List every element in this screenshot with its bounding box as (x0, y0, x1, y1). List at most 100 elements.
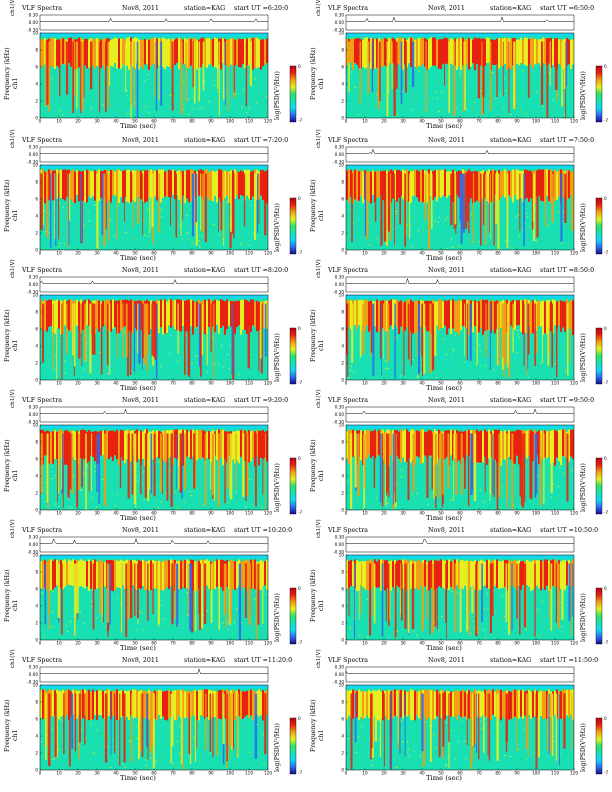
colorbar-tick-label: -7 (604, 770, 609, 775)
x-tick-label: 90 (514, 119, 520, 124)
frequency-axis-label: Frequency (kHz) (310, 699, 317, 752)
panel-start-time: start UT =11:20:0 (234, 657, 293, 664)
x-tick-label: 40 (113, 641, 119, 646)
ch1-tick-label: 0.00 (29, 282, 39, 287)
x-axis-label: Time (sec) (120, 254, 156, 262)
y-tick-label: 0 (35, 248, 38, 253)
panel-date: Nov8, 2011 (428, 137, 465, 144)
x-axis-label: Time (sec) (120, 384, 156, 392)
x-tick-label: 60 (457, 119, 463, 124)
x-tick-label: 20 (381, 641, 387, 646)
colorbar-label: log(PSD(V²/Hz)) (274, 333, 281, 382)
y-tick-label: 4 (341, 214, 344, 219)
ch1-label: ch1 (12, 599, 19, 611)
y-tick-label: 4 (341, 604, 344, 609)
x-tick-label: 0 (345, 381, 348, 386)
x-tick-label: 100 (532, 511, 540, 516)
y-tick-label: 2 (341, 99, 344, 104)
colorbar-tick-label: 0 (298, 196, 301, 201)
y-tick-label: 10 (339, 163, 345, 168)
colorbar-tick-label: 0 (604, 456, 607, 461)
y-tick-label: 4 (341, 474, 344, 479)
panel-station: station=KAG (184, 527, 226, 534)
x-tick-label: 70 (170, 511, 176, 516)
frequency-axis-label: Frequency (kHz) (310, 439, 317, 492)
colorbar-label: log(PSD(V²/Hz)) (580, 723, 587, 772)
y-tick-label: 2 (341, 231, 344, 236)
x-tick-label: 80 (495, 251, 501, 256)
ch1-tick-label: -0.30 (27, 680, 38, 685)
x-tick-label: 30 (400, 771, 406, 776)
x-tick-label: 50 (438, 641, 444, 646)
x-tick-label: 20 (381, 119, 387, 124)
trace-frame (39, 406, 269, 423)
y-tick-label: 0 (341, 116, 344, 121)
x-tick-label: 80 (189, 381, 195, 386)
emission-bursts (42, 303, 267, 380)
ch1-tick-label: -0.30 (333, 290, 344, 295)
emission-bursts (348, 563, 573, 639)
ch1-tick-label: 0.00 (29, 152, 39, 157)
panel-start-time: start UT =10:20:0 (234, 527, 293, 534)
y-tick-label: 4 (35, 214, 38, 219)
panel-start-time: start UT =6:50:0 (540, 5, 595, 12)
panel-start-time: start UT =8:50:0 (540, 267, 595, 274)
frequency-axis-label: Frequency (kHz) (4, 569, 11, 622)
y-tick-label: 4 (35, 344, 38, 349)
x-tick-label: 60 (151, 641, 157, 646)
panel-station: station=KAG (184, 397, 226, 404)
x-tick-label: 0 (39, 381, 42, 386)
colorbar (289, 65, 297, 123)
x-tick-label: 110 (245, 511, 253, 516)
ch1-tick-label: 0.00 (29, 20, 39, 25)
ch1-tick-label: 0.00 (335, 282, 345, 287)
x-tick-label: 30 (400, 119, 406, 124)
x-tick-label: 90 (208, 641, 214, 646)
ch1-tick-label: 0.30 (29, 405, 39, 410)
y-tick-label: 0 (341, 248, 344, 253)
panel-title: VLF Spectra (328, 527, 368, 534)
panel-title: VLF Spectra (328, 397, 368, 404)
colorbar (595, 717, 603, 775)
trace-frame (345, 536, 575, 553)
x-tick-label: 60 (151, 771, 157, 776)
colorbar-tick-label: -7 (604, 640, 609, 645)
panel-station: station=KAG (184, 5, 226, 12)
ch1-label: ch1 (12, 77, 19, 89)
y-tick-label: 10 (33, 423, 39, 428)
x-tick-label: 50 (132, 641, 138, 646)
x-tick-label: 30 (400, 251, 406, 256)
ch1-axis-label: ch1(V) (316, 259, 322, 278)
frequency-axis-label: Frequency (kHz) (4, 439, 11, 492)
cutoff-band (346, 425, 574, 429)
x-tick-label: 120 (570, 511, 578, 516)
frequency-axis-label: Frequency (kHz) (310, 47, 317, 100)
x-tick-label: 70 (476, 381, 482, 386)
ch1-label: ch1 (318, 729, 325, 741)
x-tick-label: 70 (476, 641, 482, 646)
colorbar-tick-label: -7 (298, 250, 303, 255)
x-tick-label: 30 (94, 251, 100, 256)
ch1-label: ch1 (12, 469, 19, 481)
x-tick-label: 20 (381, 381, 387, 386)
panel-start-time: start UT =7:20:0 (234, 137, 289, 144)
panel-title: VLF Spectra (328, 657, 368, 664)
panel-station: station=KAG (490, 397, 532, 404)
x-axis-label: Time (sec) (120, 122, 156, 130)
cutoff-band (40, 295, 268, 299)
x-tick-label: 40 (419, 511, 425, 516)
colorbar-label: log(PSD(V²/Hz)) (580, 463, 587, 512)
x-tick-label: 120 (570, 381, 578, 386)
ch1-tick-label: 0.00 (335, 412, 345, 417)
ch1-trace (39, 408, 269, 415)
spectrogram-panel: VLF Spectra Nov8, 2011 station=KAG start UT… (4, 649, 303, 783)
colorbar-tick-label: 0 (604, 326, 607, 331)
x-tick-label: 120 (264, 771, 272, 776)
ch1-trace (345, 148, 575, 155)
y-tick-label: 0 (35, 378, 38, 383)
x-tick-label: 120 (264, 381, 272, 386)
x-tick-label: 90 (514, 641, 520, 646)
y-tick-label: 2 (35, 621, 38, 626)
panel-start-time: start UT =9:50:0 (540, 397, 595, 404)
ch1-tick-label: -0.30 (27, 420, 38, 425)
